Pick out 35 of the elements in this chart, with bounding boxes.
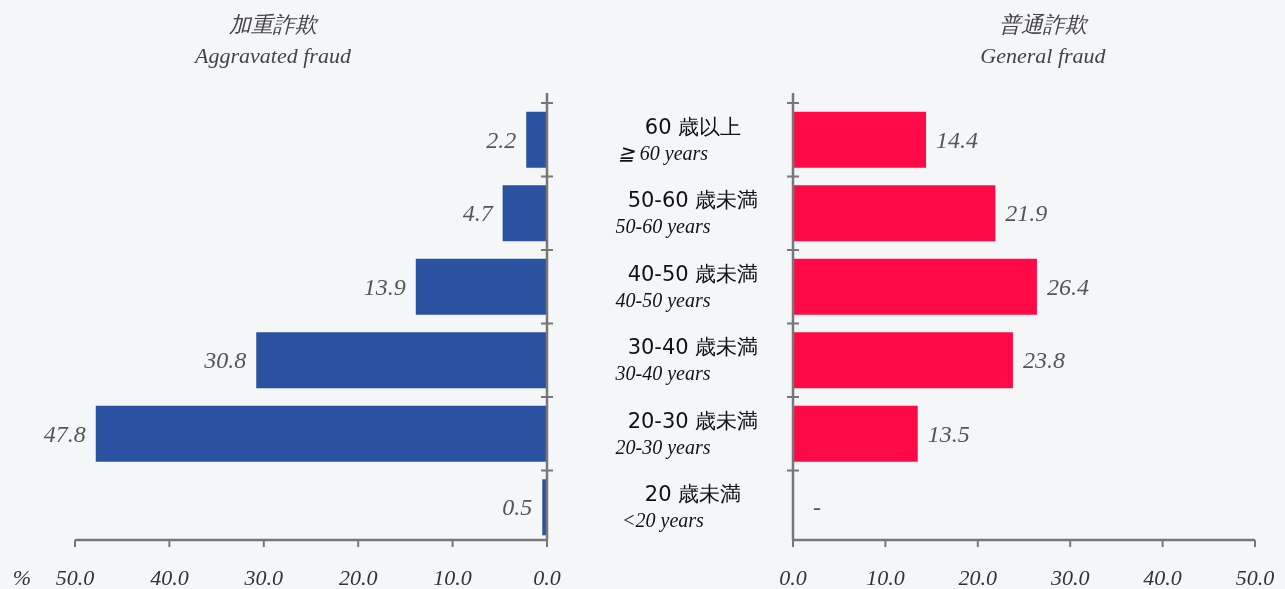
chart-subtitle: Aggravated fraud <box>193 43 352 68</box>
x-tick-label: 0.0 <box>779 565 807 589</box>
data-label: 23.8 <box>1022 347 1065 374</box>
data-label: 13.9 <box>363 273 406 300</box>
data-label: 2.2 <box>486 126 517 153</box>
y-tick-label: 20-30 歳未満 20-30 years <box>615 408 759 459</box>
x-tick-label: 0.0 <box>533 565 561 589</box>
y-tick-label: 30-40 歳未満 30-40 years <box>614 335 759 386</box>
text: - <box>813 494 821 521</box>
data-label: 4.7 <box>462 200 494 227</box>
x-tick-label: 30.0 <box>243 565 284 589</box>
x-tick-label: 30.0 <box>1049 565 1090 589</box>
chart-title: 普通詐欺 <box>999 12 1089 37</box>
y-tick-label: 50-60 歳未満 50-60 years <box>615 188 759 239</box>
data-label: 21.9 <box>1005 200 1048 227</box>
data-label: 14.4 <box>936 126 979 153</box>
chart-subtitle: General fraud <box>980 43 1107 68</box>
x-tick-label: 20.0 <box>958 565 998 589</box>
x-tick-label: 10.0 <box>866 565 905 589</box>
y-tick-label: 20 歳未満 <20 years <box>622 482 742 533</box>
data-label: 30.8 <box>203 347 247 374</box>
data-label: 13.5 <box>927 420 970 447</box>
x-tick-label: 10.0 <box>433 565 472 589</box>
data-label: 0.5 <box>502 494 533 521</box>
x-tick-label: 20.0 <box>338 565 378 589</box>
x-axis-title: % <box>12 565 32 589</box>
y-tick-label: 60 歳以上 ≧ 60 years <box>617 114 742 165</box>
y-tick-label: 40-50 歳未満 40-50 years <box>615 261 759 312</box>
x-tick-label: 40.0 <box>1143 565 1182 589</box>
data-label: 47.8 <box>43 420 86 447</box>
x-tick-label: 40.0 <box>150 565 189 589</box>
x-tick-label: 50.0 <box>55 565 95 589</box>
chart-title: 加重詐欺 <box>229 12 319 37</box>
x-tick-label: 50.0 <box>1235 565 1275 589</box>
data-label: 26.4 <box>1046 273 1089 300</box>
